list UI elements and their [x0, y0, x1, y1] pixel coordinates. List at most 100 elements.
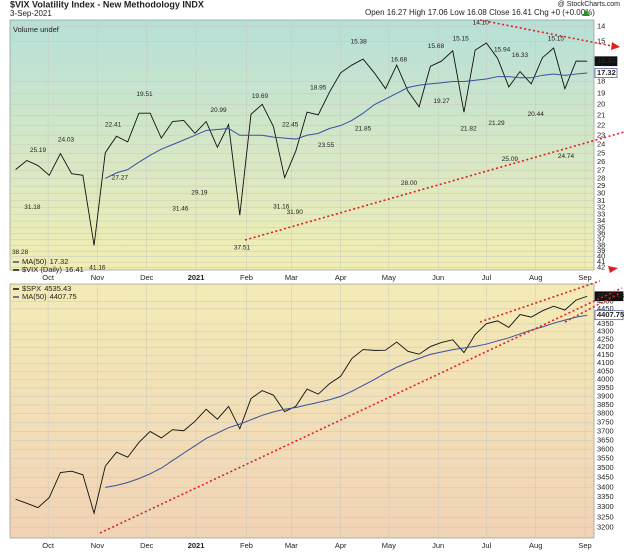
y-tick-label: 3600: [597, 444, 614, 453]
y-tick-label: 3250: [597, 512, 614, 521]
x-tick-label: Jun: [432, 273, 444, 282]
x-tick-label: 2021: [188, 273, 205, 282]
legend-label: $SPX: [22, 284, 41, 293]
x-tick-label: Jul: [482, 273, 492, 282]
legend-label: MA(50): [22, 292, 47, 301]
panel-vix: [9, 19, 595, 271]
legend-value: 4407.75: [50, 292, 77, 301]
y-tick-label: 18: [597, 76, 605, 85]
y-tick-label: 3900: [597, 391, 614, 400]
y-tick-label: 3950: [597, 383, 614, 392]
point-label: 22.45: [282, 122, 299, 129]
x-tick-label: Nov: [91, 541, 105, 550]
point-label: 15.94: [494, 47, 511, 54]
point-label: 21.85: [355, 126, 372, 133]
point-label: 18.95: [310, 85, 327, 92]
x-tick-label: Apr: [335, 273, 347, 282]
x-tick-label: Oct: [42, 273, 55, 282]
y-tick-label: 4100: [597, 358, 614, 367]
y-tick-label: 35: [597, 222, 605, 231]
y-tick-label: 20: [597, 100, 605, 109]
trend-line: [564, 292, 621, 323]
y-tick-label: 4200: [597, 342, 614, 351]
point-label: 15.38: [350, 39, 367, 46]
point-label: 31.16: [273, 204, 290, 211]
price-tag: [594, 291, 624, 302]
ma-line: [105, 314, 588, 488]
source: @ StockCharts.com: [558, 1, 621, 8]
point-label: 15.15: [452, 35, 469, 42]
y-tick-label: 39: [597, 246, 605, 255]
price-tag-label: 4535.43: [597, 291, 624, 300]
point-label: 27.27: [112, 174, 129, 181]
point-label: 20.99: [210, 107, 227, 114]
price-tag-label: 17.32: [597, 68, 616, 77]
x-tick-label: Dec: [140, 541, 154, 550]
y-tick-label: 29: [597, 181, 605, 190]
y-tick-label: 23: [597, 130, 605, 139]
ma-line: [105, 72, 588, 179]
legend-label: $VIX (Daily): [22, 265, 63, 274]
y-tick-label: 22: [597, 121, 605, 130]
trend-line: [479, 280, 601, 323]
x-tick-label: Feb: [240, 273, 253, 282]
point-label: 19.51: [136, 91, 153, 98]
point-label: 15.68: [428, 43, 445, 50]
x-tick-label: Apr: [335, 541, 347, 550]
y-tick-label: 3850: [597, 400, 614, 409]
y-tick-label: 42: [597, 262, 605, 271]
x-tick-label: Jun: [432, 541, 444, 550]
y-tick-label: 28: [597, 173, 605, 182]
point-label: 38.28: [12, 249, 29, 256]
y-tick-label: 19: [597, 88, 605, 97]
x-tick-label: Mar: [285, 541, 298, 550]
y-tick-label: 3750: [597, 417, 614, 426]
legend-value: 16.41: [65, 265, 84, 274]
point-label: 25.09: [502, 156, 519, 163]
legend-value: 17.32: [50, 257, 69, 266]
legend-label: MA(50): [22, 257, 47, 266]
point-label: 23.55: [318, 142, 335, 149]
point-label: 24.74: [558, 153, 575, 160]
y-tick-label: 15: [597, 36, 605, 45]
quote: Open 16.27 High 17.06 Low 16.08 Close 16…: [365, 8, 595, 17]
point-label: 16.33: [512, 52, 529, 59]
y-tick-label: 4000: [597, 375, 614, 384]
x-tick-label: Sep: [578, 273, 591, 282]
y-tick-label: 3200: [597, 523, 614, 532]
point-label: 15.15: [548, 35, 565, 42]
annotation: Volume undef: [13, 25, 60, 34]
price-tag: [594, 56, 618, 67]
point-label: 24.03: [58, 137, 75, 144]
y-tick-label: 3300: [597, 502, 614, 511]
price-tag-label: 16.41: [597, 56, 616, 65]
point-label: 22.41: [105, 121, 122, 128]
y-tick-label: 3400: [597, 482, 614, 491]
point-label: 16.68: [391, 57, 408, 64]
y-tick-label: 36: [597, 229, 605, 238]
point-label: 31.46: [172, 206, 189, 213]
point-label: 29.19: [191, 189, 208, 196]
price-tag: [594, 310, 624, 321]
arrow: [608, 266, 618, 273]
point-label: 31.18: [24, 204, 41, 211]
x-tick-label: Jul: [482, 541, 492, 550]
x-tick-label: Nov: [91, 273, 105, 282]
trend-line: [99, 287, 623, 534]
point-label: 20.44: [528, 111, 545, 118]
x-tick-label: Sep: [578, 541, 591, 550]
y-tick-label: 14: [597, 21, 605, 30]
y-tick-label: 4350: [597, 319, 614, 328]
y-tick-label: 3800: [597, 409, 614, 418]
x-tick-label: Oct: [42, 541, 55, 550]
price-line: [15, 295, 588, 515]
y-tick-label: 3450: [597, 473, 614, 482]
point-label: 21.82: [460, 125, 477, 132]
y-tick-label: 3500: [597, 463, 614, 472]
y-tick-label: 25: [597, 149, 605, 158]
y-tick-label: 30: [597, 189, 605, 198]
price-tag: [594, 68, 618, 78]
point-label: 19.69: [252, 93, 269, 100]
point-label: 25.19: [30, 147, 47, 154]
